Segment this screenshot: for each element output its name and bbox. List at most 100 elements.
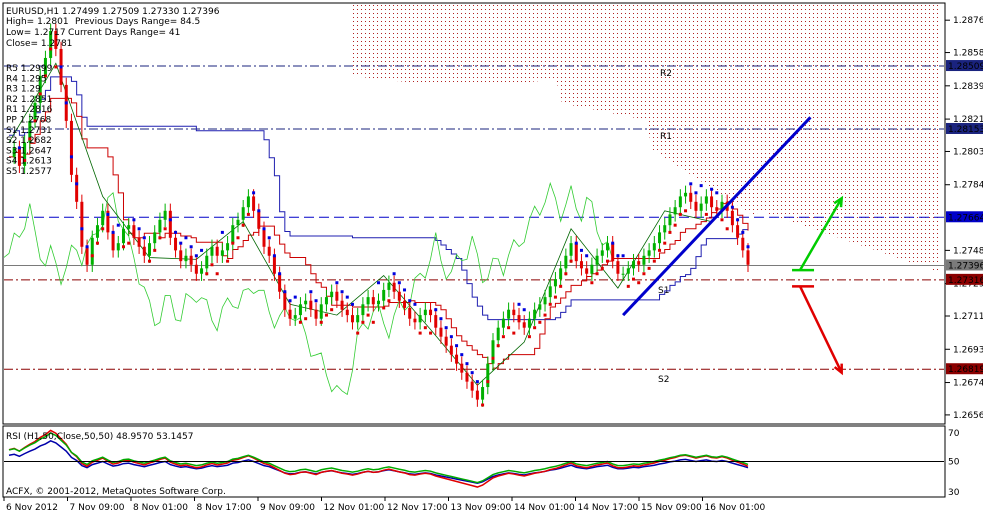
sar-dot [179,241,183,245]
candle-body [231,225,235,244]
candle-body [85,246,89,265]
candle-body [382,289,386,301]
price-tick-label: 1.26745 [953,379,983,389]
candle-body [200,268,204,274]
sar-dot [194,254,198,258]
red-down-arrow-head [833,363,843,376]
sar-dot [491,356,495,360]
candle-body [611,243,615,262]
candle-body [564,255,568,269]
level-label-s1: S1 [658,286,669,296]
candle-body [184,255,188,262]
pivot-label: S5 1.2577 [6,167,52,177]
sar-dot [652,259,656,263]
sar-dot [736,218,740,222]
pivot-label: R3 1.29 [6,85,41,95]
candle-body [621,273,625,275]
candle-body [153,232,157,244]
candle-body [559,268,563,280]
price-tick-label: 1.27845 [953,181,983,191]
sar-dot [80,227,84,231]
candle-body [205,255,209,269]
cloud-area [352,4,940,273]
sar-dot [335,281,339,285]
badge-bid [946,259,983,271]
sar-dot [678,212,682,216]
time-axis: 6 Nov 2012 7 Nov 09:00 8 Nov 01:00 8 Nov 17… [3,497,765,513]
time-tick-label: 9 Nov 09:00 [260,503,315,513]
price-tick-label: 1.27480 [953,246,983,256]
sar-dot [611,241,615,245]
candles [12,23,750,407]
candle-body [741,237,745,251]
candle-body [465,372,469,382]
candle-body [434,315,438,328]
cur-range-readout: Current Days Range= 41 [68,28,180,38]
sar-dot [23,158,27,162]
candle-body [626,268,630,274]
price-tick-label: 1.28030 [953,147,983,157]
red-down-arrow-shaft [798,285,843,374]
candle-body [605,243,609,251]
sar-dot [564,272,568,276]
badge-text-pp: 1.27664 [948,213,983,223]
candle-body [168,210,172,238]
candle-body [647,250,651,256]
sar-dot [267,236,271,240]
sar-dot [512,331,516,335]
candle-body [543,297,547,305]
zigzag-line [8,62,712,386]
candle-body [12,147,16,157]
symbol-line: EURUSD,H1 1.27499 1.27509 1.27330 1.2739… [6,7,220,17]
time-tick-label: 12 Nov 01:00 [324,503,385,513]
sar-dot [64,101,68,105]
prev-range-readout: Previous Days Range= 84.5 [75,17,200,27]
blue-trendline [622,116,812,317]
sar-dot [288,299,292,303]
candle-body [678,196,682,208]
rsi-line-green [8,432,749,484]
sar-dot [111,230,115,234]
candle-body [350,315,354,323]
level-label-r2: R2 [660,69,672,79]
candle-body [600,250,604,256]
sar-dot [637,281,641,285]
time-tick-label: 8 Nov 17:00 [197,503,252,513]
sar-dot [220,230,224,234]
candle-body [387,282,391,290]
candle-body [652,243,656,251]
sar-dot [569,259,573,263]
candle-body [121,228,125,244]
pivot-label: S2 1.2682 [6,136,52,146]
sar-dot [465,362,469,366]
sar-dot [85,245,89,249]
candle-body [475,390,479,400]
sar-dot [496,344,500,348]
candle-body [585,268,589,274]
level-label-r1: R1 [660,132,672,142]
candle-body [371,297,375,305]
pivot-level-lines: R2 R1 S1 S2 [4,65,944,385]
sar-dot [142,236,146,240]
candle-body [439,327,443,337]
sar-dot [616,254,620,258]
candle-body [38,75,42,103]
candle-body [158,219,162,233]
badge-s2 [946,363,983,375]
candle-body [642,255,646,265]
sar-dot [527,335,531,339]
sar-dot [345,295,349,299]
sar-dot [75,182,79,186]
sar-dot [632,277,636,281]
candle-body [501,318,505,328]
rsi-tick-label: 30 [948,488,960,498]
candle-body [283,291,287,310]
close-readout: Close= 1.2781 [6,39,72,49]
sar-dot [314,299,318,303]
sar-dot [668,230,672,234]
sar-dot [293,295,297,299]
candle-body [319,304,323,319]
candle-body [699,203,703,211]
sar-dot [517,302,521,306]
badge-r1 [946,122,983,134]
